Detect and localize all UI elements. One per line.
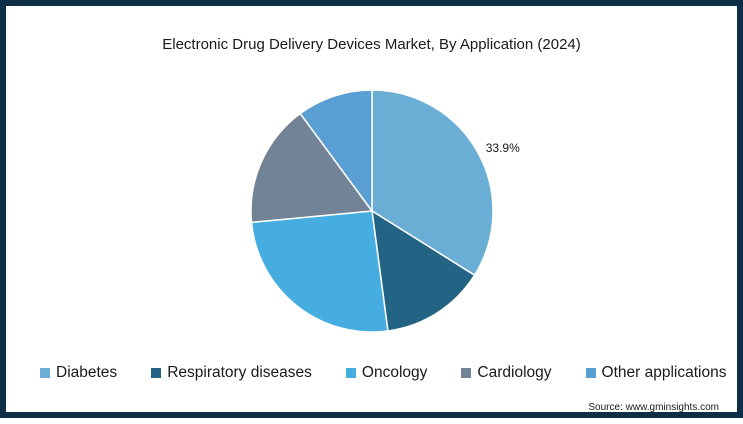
legend-swatch xyxy=(345,368,356,378)
pie-slice-respiratory-diseases xyxy=(371,209,476,332)
chart-title: Electronic Drug Delivery Devices Market,… xyxy=(162,36,581,53)
chart-legend: Diabetes Respiratory diseases Oncology Card… xyxy=(40,364,726,382)
legend-item-diabetes: Diabetes xyxy=(40,364,117,382)
legend-item-cardiology: Cardiology xyxy=(461,364,552,382)
pie-slice-diabetes xyxy=(371,89,494,277)
pie-slice-other-applications xyxy=(299,89,373,214)
legend-swatch xyxy=(461,368,472,378)
pie-slice-oncology xyxy=(250,210,389,333)
legend-label: Oncology xyxy=(361,364,428,381)
legend-swatch xyxy=(151,368,162,378)
data-label-diabetes: 33.9% xyxy=(486,141,520,155)
legend-label: Cardiology xyxy=(477,364,552,381)
legend-label: Respiratory diseases xyxy=(167,364,312,381)
legend-swatch xyxy=(40,368,50,378)
legend-swatch xyxy=(585,368,596,378)
pie-chart: 33.9% xyxy=(250,89,520,333)
legend-item-respiratory-diseases: Respiratory diseases xyxy=(151,364,312,382)
legend-item-oncology: Oncology xyxy=(345,364,428,382)
legend-item-other-applications: Other applications xyxy=(585,364,727,382)
legend-label: Other applications xyxy=(601,364,727,381)
source-text: Source: www.gminsights.com xyxy=(588,402,719,413)
legend-label: Diabetes xyxy=(56,364,118,381)
pie-slice-cardiology xyxy=(250,112,374,224)
